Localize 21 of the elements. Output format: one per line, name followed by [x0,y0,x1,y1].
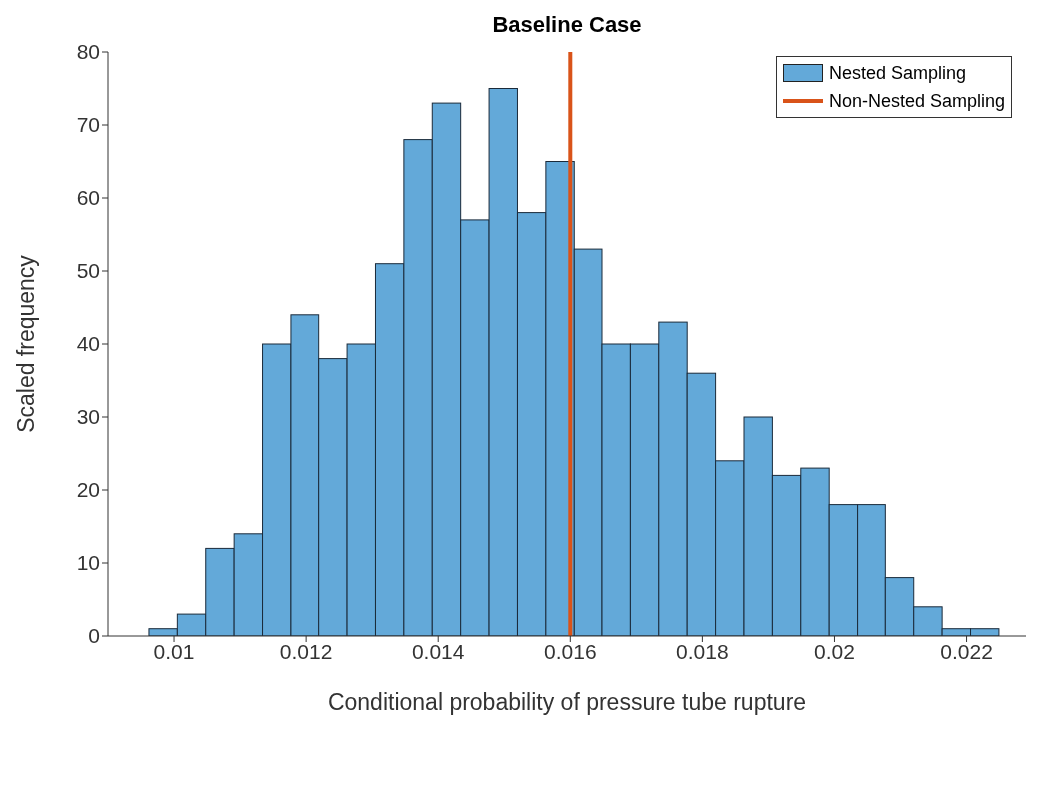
x-tick-label: 0.01 [153,639,195,663]
x-tick-label: 0.02 [814,639,855,663]
y-tick-label: 40 [76,332,100,356]
x-tick-label: 0.022 [940,639,993,663]
y-tick-label: 10 [76,551,100,575]
legend-label: Non-Nested Sampling [828,90,1005,112]
y-tick-label: 50 [76,259,100,283]
y-tick-label: 60 [76,186,100,210]
y-tick-label: 0 [88,624,100,648]
x-axis-title: Conditional probability of pressure tube rupture [327,689,807,715]
legend-label: Nested Sampling [828,62,966,84]
chart-title: Baseline Case [491,12,643,38]
y-axis-title: Scaled frequency [13,254,40,433]
y-tick-label: 30 [76,405,100,429]
x-tick-label: 0.016 [544,639,597,663]
y-tick-label: 20 [76,478,100,502]
y-tick-label: 70 [76,113,100,137]
x-tick-label: 0.012 [279,639,333,663]
x-tick-label: 0.018 [676,639,729,663]
y-tick-label: 80 [76,40,100,64]
x-tick-label: 0.014 [411,639,465,663]
